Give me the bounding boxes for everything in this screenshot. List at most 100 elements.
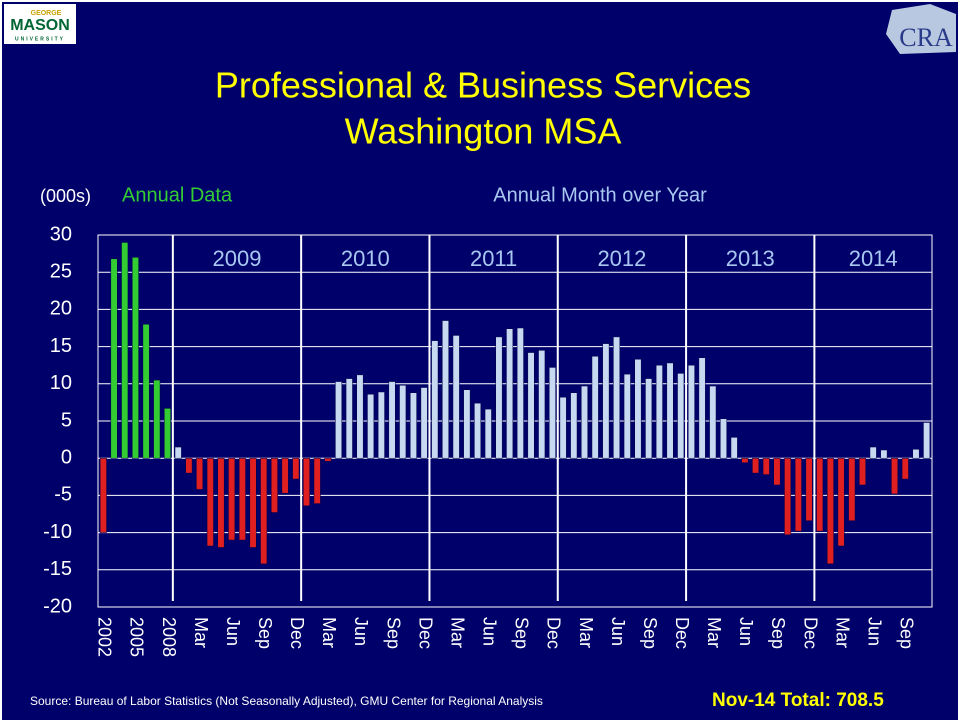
x-tick-label: Sep	[255, 617, 275, 649]
bar	[826, 457, 834, 565]
bar	[185, 457, 193, 474]
bar	[409, 392, 417, 459]
y-tick-label: -20	[43, 595, 72, 617]
bar	[442, 320, 449, 459]
bar	[720, 418, 727, 459]
bar	[313, 457, 321, 504]
bar	[249, 457, 257, 548]
x-tick-label: Sep	[383, 617, 403, 649]
bar	[741, 457, 749, 463]
bar	[581, 385, 588, 459]
x-tick: Dec	[544, 617, 564, 649]
x-tick: Mar	[576, 617, 596, 648]
bar	[238, 457, 246, 541]
x-tick: Sep	[383, 617, 403, 649]
x-tick-label: Jun	[351, 617, 371, 646]
x-tick: Jun	[608, 617, 628, 646]
x-tick: Dec	[800, 617, 820, 649]
x-tick-label: Mar	[319, 617, 339, 648]
y-tick-label: 30	[50, 223, 72, 245]
bar	[784, 457, 792, 536]
y-tick-label: -10	[43, 521, 72, 543]
year-label: 2010	[341, 246, 390, 271]
bar	[677, 373, 685, 459]
y-tick-label: 5	[61, 409, 72, 431]
bar	[324, 457, 332, 462]
bar	[495, 336, 503, 459]
x-tick-label: Mar	[832, 617, 852, 648]
bar	[859, 457, 866, 486]
x-tick: 2005	[127, 617, 147, 657]
logo-right: CRA	[886, 4, 956, 54]
bar	[121, 242, 129, 459]
bar	[762, 457, 770, 475]
logo-text: CRA	[899, 23, 953, 52]
bar	[623, 373, 631, 459]
bar	[869, 446, 877, 459]
x-tick: Sep	[512, 617, 532, 649]
bar	[730, 437, 738, 459]
x-tick-label: Mar	[447, 617, 467, 648]
y-unit: (000s)	[40, 186, 91, 206]
x-tick-label: 2008	[159, 617, 179, 657]
bar	[645, 378, 653, 459]
y-tick-label: 20	[50, 298, 72, 320]
x-tick: Jun	[223, 617, 243, 646]
bar	[794, 457, 802, 532]
bar	[377, 391, 385, 459]
x-tick: Sep	[255, 617, 275, 649]
bar	[99, 457, 107, 533]
bar	[281, 457, 289, 494]
x-tick: Dec	[287, 617, 307, 649]
x-tick-label: Jun	[480, 617, 500, 646]
x-tick: Jun	[736, 617, 756, 646]
x-tick-label: Mar	[704, 617, 724, 648]
x-tick-label: Dec	[672, 617, 692, 649]
chart-title: Washington MSA	[345, 111, 622, 152]
bar	[805, 457, 813, 521]
year-label: 2009	[213, 246, 262, 271]
y-tick-label: -5	[54, 484, 72, 506]
x-tick: Mar	[704, 617, 724, 648]
bar	[345, 378, 353, 459]
x-tick: Mar	[832, 617, 852, 648]
bar	[634, 358, 642, 459]
bar	[709, 385, 717, 459]
bar	[260, 457, 268, 565]
x-tick: Sep	[640, 617, 660, 649]
bar	[666, 362, 674, 459]
bar	[527, 352, 535, 459]
bar	[484, 408, 492, 459]
year-label: 2013	[726, 246, 775, 271]
x-tick-label: Mar	[191, 617, 211, 648]
x-tick: Jun	[480, 617, 500, 646]
x-tick-label: Sep	[897, 617, 917, 649]
x-tick-label: Mar	[576, 617, 596, 648]
x-tick-label: Dec	[544, 617, 564, 649]
x-tick-label: Jun	[223, 617, 243, 646]
year-label: 2011	[470, 246, 517, 271]
x-tick-label: Jun	[864, 617, 884, 646]
x-tick-label: Jun	[736, 617, 756, 646]
bar	[431, 340, 439, 459]
bar	[474, 402, 482, 459]
bar	[420, 387, 428, 459]
bar	[602, 343, 610, 459]
y-tick-label: 15	[50, 335, 72, 357]
bar	[303, 457, 310, 507]
x-tick: Dec	[672, 617, 692, 649]
bar	[901, 457, 909, 480]
bar	[228, 457, 236, 541]
x-tick-label: 2002	[95, 617, 115, 657]
x-tick: 2002	[95, 617, 115, 657]
x-tick-label: 2005	[127, 617, 147, 657]
logo-box	[4, 4, 76, 44]
x-tick: 2008	[159, 617, 179, 657]
bar	[131, 257, 139, 459]
logo-left: GEORGE MASON UNIVERSITY	[4, 4, 76, 44]
bar	[687, 364, 695, 459]
x-tick: Jun	[351, 617, 371, 646]
bar	[110, 258, 118, 459]
